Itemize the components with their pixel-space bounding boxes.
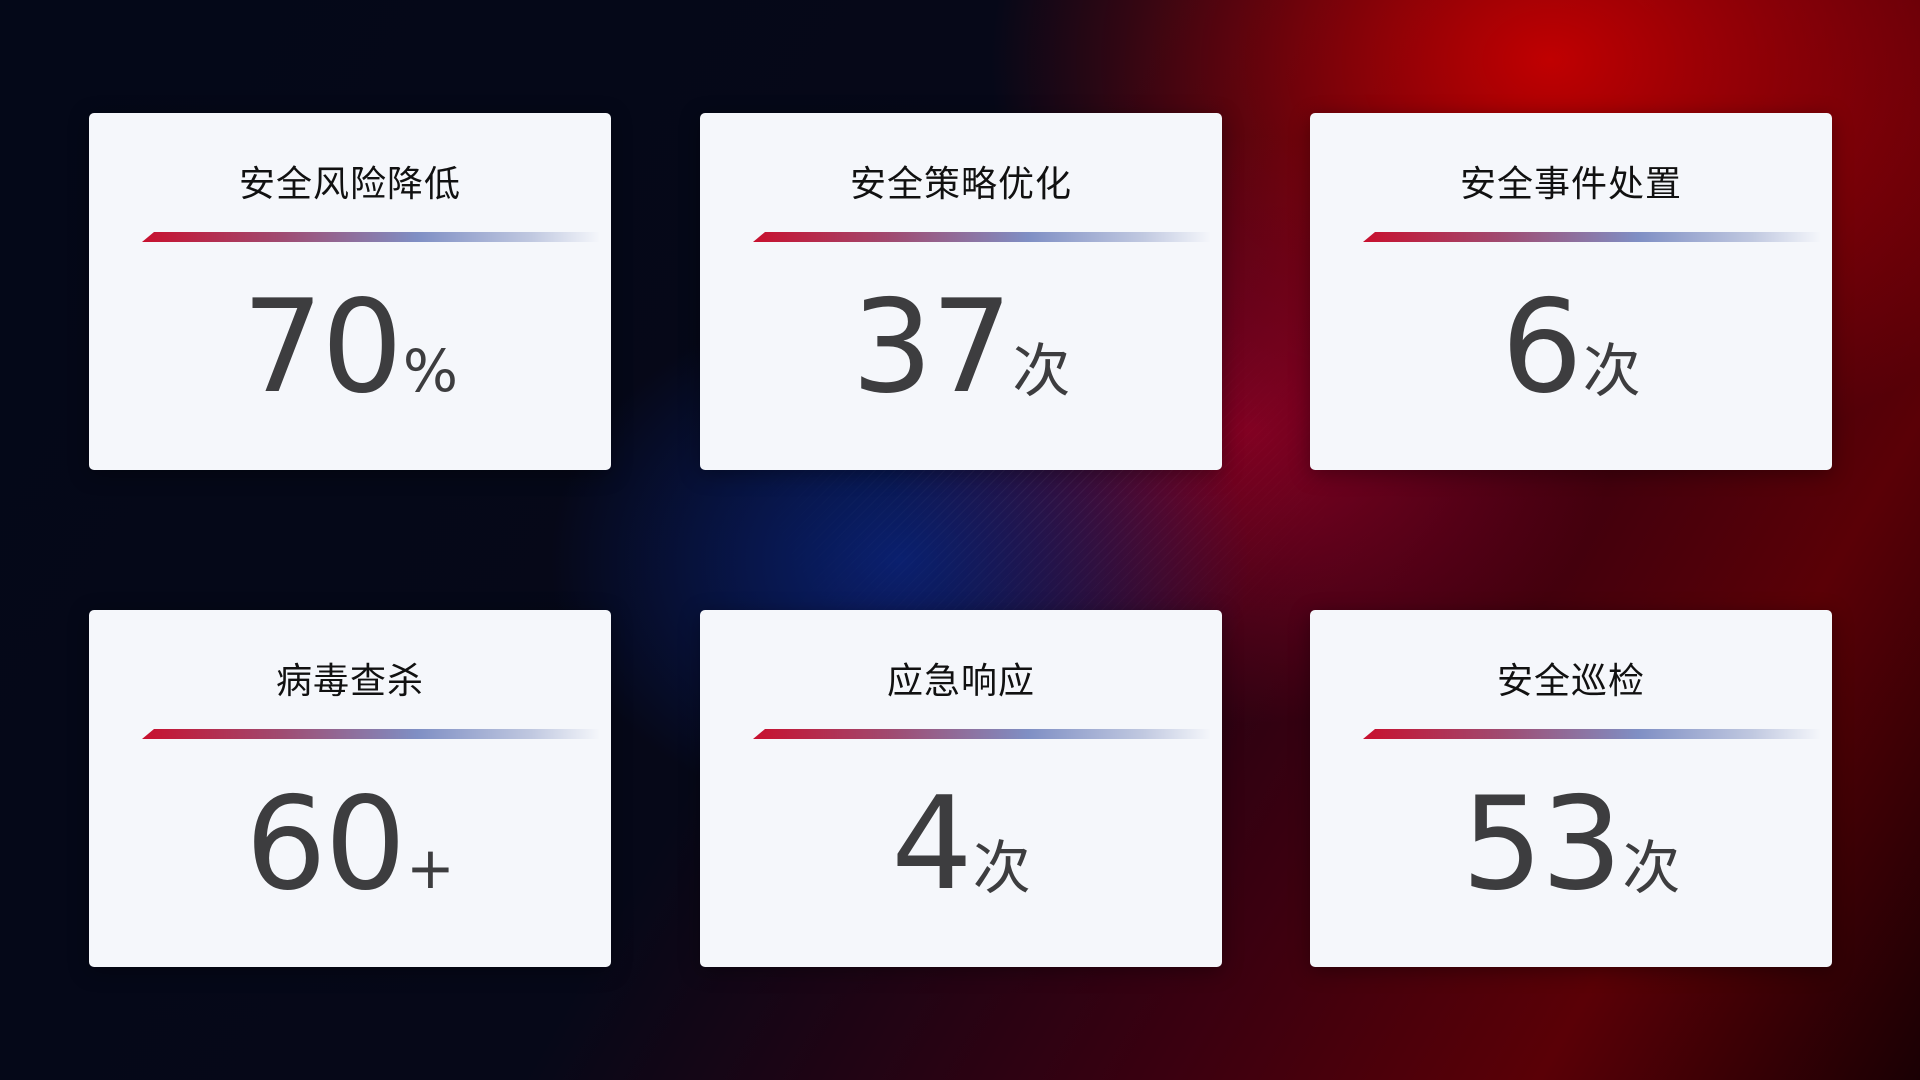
value-number: 6	[1501, 273, 1582, 422]
value-number: 4	[891, 770, 972, 919]
value-unit: 次	[1012, 337, 1071, 405]
card-title: 病毒查杀	[275, 661, 424, 702]
card-divider-bar	[753, 232, 1211, 242]
card-title: 安全风险降低	[238, 164, 461, 205]
stat-card-virus-removal: 病毒查杀 60+	[89, 610, 611, 967]
value-number: 70	[242, 273, 403, 422]
card-title: 安全巡检	[1496, 661, 1645, 702]
card-value: 60+	[89, 770, 611, 919]
card-value: 37次	[700, 273, 1222, 422]
card-value: 70%	[89, 273, 611, 422]
card-divider-bar	[1363, 232, 1821, 242]
stat-card-emergency-response: 应急响应 4次	[700, 610, 1222, 967]
value-unit: 次	[1582, 337, 1641, 405]
card-value: 6次	[1310, 273, 1832, 422]
card-title: 安全事件处置	[1459, 164, 1682, 205]
card-divider-bar	[753, 729, 1211, 739]
card-divider-bar	[1363, 729, 1821, 739]
card-title: 安全策略优化	[849, 164, 1072, 205]
stat-card-incident-handling: 安全事件处置 6次	[1310, 113, 1832, 470]
value-unit: 次	[1622, 834, 1681, 902]
card-value: 4次	[700, 770, 1222, 919]
value-number: 37	[851, 273, 1013, 422]
value-unit: +	[406, 834, 455, 902]
card-divider-bar	[142, 232, 600, 242]
card-title: 应急响应	[886, 661, 1035, 702]
card-divider-bar	[142, 729, 600, 739]
card-value: 53次	[1310, 770, 1832, 919]
value-number: 60	[245, 770, 406, 919]
stat-card-policy-optimization: 安全策略优化 37次	[700, 113, 1222, 470]
stat-card-security-inspection: 安全巡检 53次	[1310, 610, 1832, 967]
stat-card-risk-reduction: 安全风险降低 70%	[89, 113, 611, 470]
value-number: 53	[1461, 770, 1623, 919]
value-unit: %	[402, 337, 458, 405]
value-unit: 次	[972, 834, 1031, 902]
